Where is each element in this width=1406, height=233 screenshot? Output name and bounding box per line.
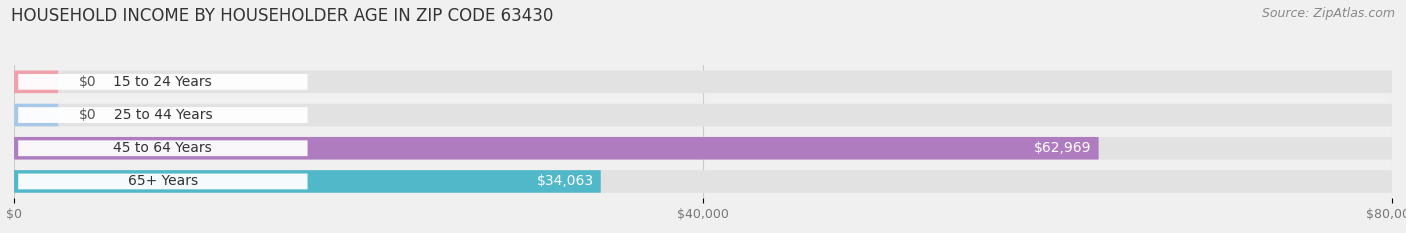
Text: $0: $0 — [79, 75, 97, 89]
Text: $34,063: $34,063 — [537, 175, 593, 188]
Text: 65+ Years: 65+ Years — [128, 175, 198, 188]
FancyBboxPatch shape — [14, 170, 600, 193]
Text: 25 to 44 Years: 25 to 44 Years — [114, 108, 212, 122]
FancyBboxPatch shape — [18, 107, 308, 123]
FancyBboxPatch shape — [14, 71, 58, 93]
FancyBboxPatch shape — [14, 104, 58, 126]
FancyBboxPatch shape — [14, 104, 1392, 126]
FancyBboxPatch shape — [14, 170, 1392, 193]
FancyBboxPatch shape — [18, 74, 308, 90]
Text: Source: ZipAtlas.com: Source: ZipAtlas.com — [1261, 7, 1395, 20]
Text: $62,969: $62,969 — [1035, 141, 1091, 155]
Text: 45 to 64 Years: 45 to 64 Years — [114, 141, 212, 155]
Text: $0: $0 — [79, 108, 97, 122]
FancyBboxPatch shape — [14, 137, 1392, 160]
FancyBboxPatch shape — [18, 140, 308, 156]
Text: HOUSEHOLD INCOME BY HOUSEHOLDER AGE IN ZIP CODE 63430: HOUSEHOLD INCOME BY HOUSEHOLDER AGE IN Z… — [11, 7, 554, 25]
FancyBboxPatch shape — [14, 137, 1098, 160]
Text: 15 to 24 Years: 15 to 24 Years — [114, 75, 212, 89]
FancyBboxPatch shape — [14, 71, 1392, 93]
FancyBboxPatch shape — [18, 174, 308, 189]
